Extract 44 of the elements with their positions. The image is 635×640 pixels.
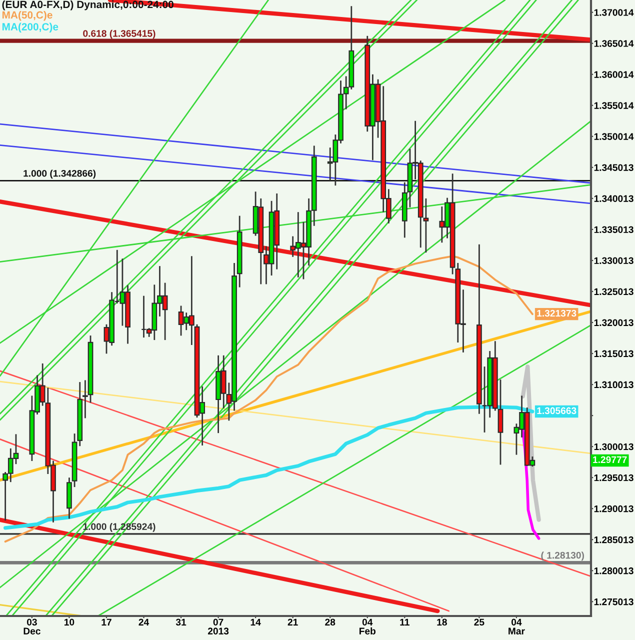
y-tick-label: 1.275013 [594,598,634,606]
data-label: 1.321373 [537,310,576,317]
y-tick-label: 1.300013 [594,443,634,450]
x-tick-label: 04 Mar [508,618,525,634]
y-tick-label: 1.350014 [594,133,634,140]
candlestick [423,198,429,253]
y-tick-label: 1.330013 [594,257,634,264]
x-tick-label: 10 [64,618,74,626]
y-tick-label: 1.335013 [594,226,634,234]
text: MA(200,C)e [2,22,58,33]
y-tick-label: 1.320013 [594,319,634,326]
x-tick-label: 04 Feb [360,618,376,634]
y-tick-label: 1.325013 [594,288,634,296]
y-tick-label: 1.295013 [594,474,634,482]
y-tick-label: 1.285013 [594,536,634,544]
y-tick-label: 1.345013 [594,164,634,171]
x-tick-label: 14 [250,618,261,626]
y-tick-label: 1.365014 [594,40,634,47]
x-tick-label: 03 Dec [24,618,40,634]
y-tick-label: 1.280013 [594,567,634,574]
x-tick-label: 24 [138,618,150,626]
x-tick-label: 18 [437,618,447,626]
y-tick-label: 1.355014 [594,102,634,109]
y-tick-label: 1.290013 [594,505,634,512]
y-tick-label: 1.310013 [594,381,634,388]
x-tick-label: 31 [176,618,186,626]
x-tick-label: 07 2013 [208,618,229,634]
y-tick-label: 1.340013 [594,195,634,202]
y-tick-label: 1.360014 [594,71,634,78]
text: 1.29777 [593,456,627,464]
text: MA(50,C)e [2,11,52,21]
ref-line-label: ( 1.28130) [541,552,584,561]
x-tick-label: 21 [288,618,298,626]
y-tick-label: 1.315013 [594,350,634,358]
candlestick [82,380,88,418]
x-tick-label: 11 [400,618,410,626]
x-tick-label: 17 [102,618,112,626]
x-tick-label: 25 [474,618,484,626]
ref-line-label: 0.618 (1.365415) [83,30,156,39]
ref-line-label: 1.000 (1.342866) [24,170,96,179]
x-tick-label: 28 [325,618,336,626]
candlestick [498,380,504,465]
data-label: 1.305663 [537,407,576,414]
y-tick-label: 1.370014 [594,9,634,16]
